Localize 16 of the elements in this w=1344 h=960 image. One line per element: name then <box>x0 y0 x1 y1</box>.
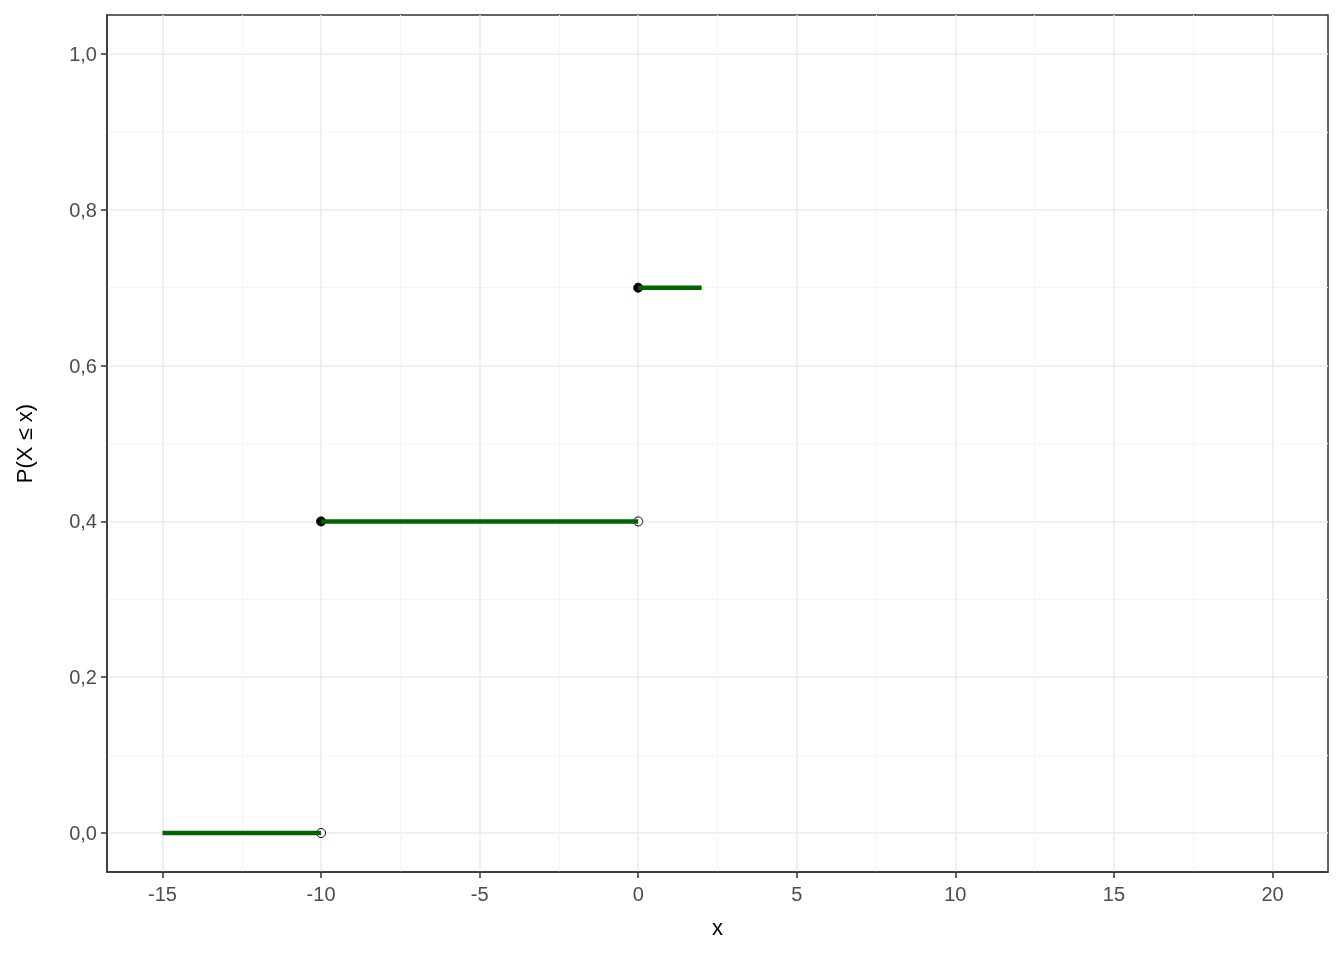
x-tick-label: 0 <box>632 883 644 905</box>
x-tick-label: -10 <box>306 883 336 905</box>
y-tick-label: 1,0 <box>69 42 97 65</box>
x-tick-label: 20 <box>1261 883 1284 905</box>
x-tick-label: -15 <box>148 883 177 905</box>
y-tick-label: 0,4 <box>69 510 97 533</box>
y-tick-label: 0,0 <box>69 822 97 845</box>
y-tick-label: 0,2 <box>69 666 97 689</box>
x-axis-title: x <box>712 914 723 940</box>
y-tick-label: 0,8 <box>69 198 97 221</box>
y-tick-label: 0,6 <box>69 354 97 377</box>
x-tick-label: 5 <box>791 883 803 905</box>
x-tick-label: -5 <box>470 883 489 905</box>
y-axis-title: P(X ≤ x) <box>11 403 37 484</box>
x-tick-label: 15 <box>1102 883 1126 905</box>
x-tick-label: 10 <box>944 883 967 905</box>
